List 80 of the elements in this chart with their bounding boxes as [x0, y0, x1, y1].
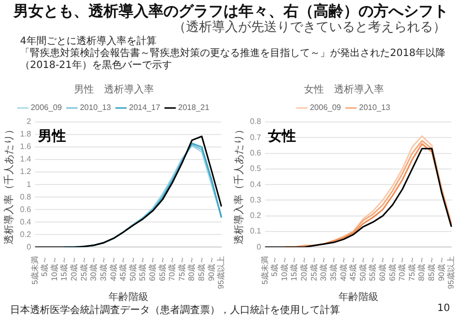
y-tick-label: 0.2 [250, 211, 262, 220]
text: 4年間ごとに透析導入率を計算 [20, 36, 158, 48]
x-tick-label: 85歳～ [196, 256, 206, 282]
y-tick-label: 0.1 [250, 226, 262, 236]
x-tick-label: 90歳～ [436, 256, 446, 282]
x-tick-label: 90歳～ [206, 256, 216, 282]
y-tick-label: 0.5 [250, 164, 262, 174]
x-tick-label: 5歳未満 [260, 256, 270, 285]
x-axis-title: 年齢階級 [108, 290, 148, 303]
x-tick-label: 95歳以上 [216, 256, 226, 290]
x-tick-label: 85歳～ [426, 256, 436, 282]
x-axis-title: 年齢階級 [338, 290, 378, 303]
y-tick-label: 1 [26, 180, 32, 189]
x-tick-label: 55歳～ [368, 256, 378, 282]
x-tick-label: 10歳～ [50, 256, 59, 282]
legend-label: 2006_09 [30, 103, 62, 112]
chart-title: 男性 透析導入率 [74, 84, 154, 96]
y-tick-label: 0.8 [250, 117, 262, 126]
x-tick-label: 15歳～ [60, 256, 69, 282]
x-tick-label: 65歳～ [158, 256, 167, 282]
y-tick-label: 1.6 [20, 142, 32, 152]
y-tick-label: 0.4 [250, 180, 262, 189]
x-tick-label: 65歳～ [388, 256, 397, 282]
legend-label: 2006_09 [310, 103, 342, 112]
x-tick-label: 60歳～ [378, 256, 387, 282]
x-tick-label: 35歳～ [328, 256, 338, 282]
x-tick-label: 50歳～ [128, 256, 138, 282]
text: 男女とも、透析導入率のグラフは年々、右（高齢）の方へシフト [12, 2, 450, 20]
annotation: 女性 [267, 128, 296, 145]
x-tick-label: 35歳～ [98, 256, 108, 282]
x-tick-label: 70歳～ [398, 256, 407, 282]
x-tick-label: 5歳未満 [30, 256, 40, 285]
x-tick-label: 30歳～ [319, 256, 328, 282]
annotation: 男性 [37, 128, 66, 145]
x-tick-label: 80歳～ [187, 256, 196, 282]
text: 日本透析医学会統計調査データ（患者調査票），人口統計を使用して計算 [10, 304, 340, 317]
y-axis-title: 透析導入率（千人あたり） [2, 124, 15, 245]
x-tick-label: 75歳～ [407, 256, 416, 282]
x-tick-label: 25歳～ [79, 256, 88, 282]
chart-title: 女性 透析導入率 [304, 84, 384, 96]
text: 「腎疾患対策検討会報告書～腎疾患対策の更なる推進を目指して～」が発出された2018年以降（2018-21年）を黒色バーで示す [20, 48, 446, 72]
y-tick-label: 1.2 [20, 167, 32, 176]
y-tick-label: 1.8 [20, 130, 32, 139]
x-tick-label: 55歳～ [138, 256, 148, 282]
x-tick-label: 50歳～ [358, 256, 368, 282]
x-tick-label: 30歳～ [89, 256, 98, 282]
y-tick-label: 2 [26, 117, 32, 126]
text: 10 [437, 303, 450, 316]
x-tick-label: 70歳～ [168, 256, 177, 282]
x-tick-label: 10歳～ [280, 256, 289, 282]
y-tick-label: 0 [26, 242, 32, 252]
y-tick-label: 1.4 [20, 154, 32, 164]
legend-label: 2010_13 [359, 103, 391, 112]
y-axis-title: 透析導入率（千人あたり） [232, 124, 245, 245]
y-tick-label: 0.4 [20, 217, 32, 226]
x-tick-label: 15歳～ [290, 256, 299, 282]
y-tick-label: 0.6 [250, 148, 262, 158]
legend-label: 2018_21 [178, 103, 210, 112]
x-tick-label: 40歳～ [338, 256, 348, 282]
x-tick-label: 45歳～ [348, 256, 358, 282]
y-tick-label: 0.2 [20, 230, 32, 239]
x-tick-label: 75歳～ [177, 256, 186, 282]
y-tick-label: 0.8 [20, 192, 32, 202]
x-tick-label: 5歳～ [40, 256, 50, 277]
x-tick-label: 25歳～ [309, 256, 318, 282]
x-tick-label: 20歳～ [300, 256, 309, 282]
x-tick-label: 40歳～ [108, 256, 118, 282]
y-tick-label: 0.6 [20, 204, 32, 214]
x-tick-label: 5歳～ [270, 256, 280, 277]
y-tick-label: 0.7 [250, 132, 262, 142]
y-tick-label: 0 [256, 242, 262, 252]
x-tick-label: 95歳以上 [446, 256, 456, 290]
text: （透析導入が先送りできていると考えられる） [172, 20, 447, 36]
x-tick-label: 80歳～ [417, 256, 426, 282]
legend-label: 2014_17 [129, 103, 161, 112]
y-tick-label: 0.3 [250, 195, 262, 204]
x-tick-label: 20歳～ [70, 256, 79, 282]
x-tick-label: 60歳～ [148, 256, 157, 282]
legend-label: 2010_13 [80, 103, 112, 112]
x-tick-label: 45歳～ [118, 256, 128, 282]
